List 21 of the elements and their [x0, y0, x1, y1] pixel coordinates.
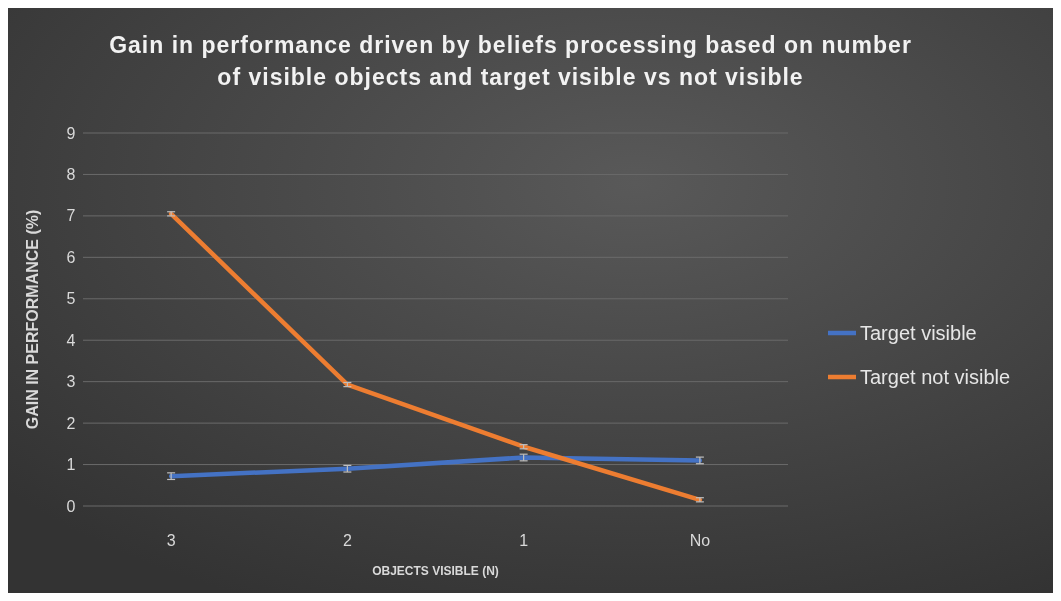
x-tick-label: No [689, 532, 711, 549]
line-series [168, 211, 703, 503]
legend-label: Target not visible [860, 366, 1011, 388]
y-tick-label: 9 [66, 124, 76, 142]
y-axis-title: GAIN IN PERFORMANCE (%) [24, 209, 41, 430]
line-series [168, 455, 703, 479]
y-tick-label: 6 [66, 248, 76, 266]
y-tick-label: 3 [66, 373, 76, 391]
y-tick-label: 5 [66, 290, 76, 308]
y-tick-label: 0 [66, 497, 76, 515]
legend-label: Target visible [860, 322, 977, 344]
chart-title: Gain in performance driven by beliefs processing based on number of visible objects and target visible vs not visible [109, 32, 912, 90]
y-tick-label: 1 [66, 456, 76, 474]
y-tick-label: 4 [66, 331, 76, 349]
x-tick-label: 1 [519, 532, 529, 549]
x-tick-label: 2 [342, 532, 352, 549]
x-axis-title: OBJECTS VISIBLE (N) [372, 564, 499, 578]
y-tick-label: 2 [66, 414, 76, 432]
y-tick-label: 8 [66, 166, 76, 184]
y-tick-label: 7 [66, 207, 76, 225]
x-tick-label: 3 [166, 532, 176, 549]
